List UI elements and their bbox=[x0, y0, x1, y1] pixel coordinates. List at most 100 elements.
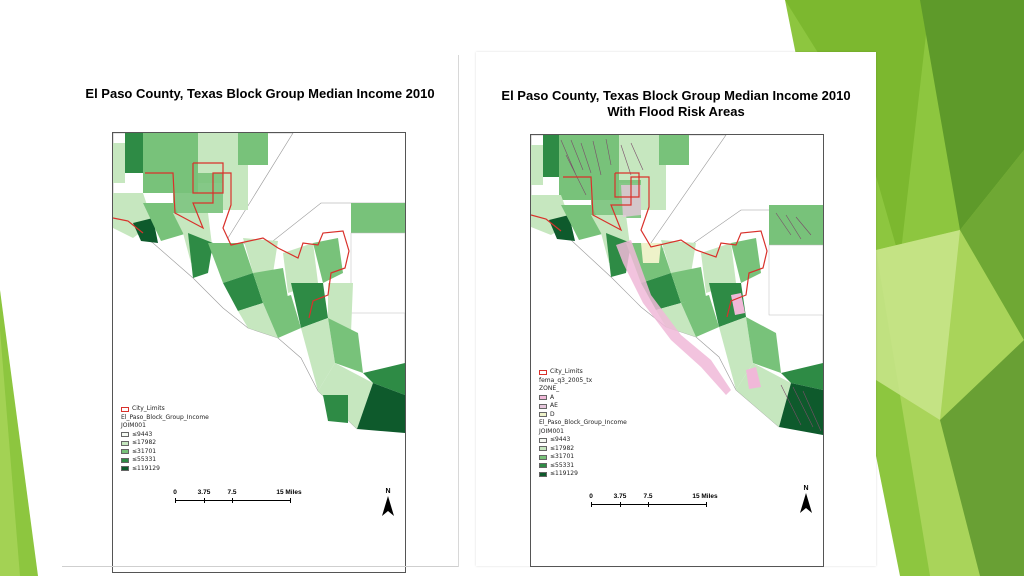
flood-zone-a-2 bbox=[731, 293, 745, 315]
block-group-north-5 bbox=[531, 145, 543, 185]
scale-label-3-75: 3.75 bbox=[613, 493, 627, 500]
scale-tick bbox=[232, 498, 233, 503]
legend-zone-d: D bbox=[539, 411, 627, 420]
legend-swatch bbox=[539, 437, 547, 443]
legend-label: JOIM001 bbox=[121, 422, 146, 429]
block-group-south-5 bbox=[357, 383, 405, 433]
legend-label: City_Limits bbox=[550, 368, 583, 375]
city-limits-swatch bbox=[121, 406, 129, 412]
scale-tick bbox=[175, 498, 176, 503]
legend-label: ≤17982 bbox=[132, 439, 157, 446]
legend-label: ≤55331 bbox=[132, 456, 157, 463]
legend-label: ≤9443 bbox=[550, 436, 571, 443]
block-group-west-2 bbox=[549, 215, 575, 241]
left-map-panel: El Paso County, Texas Block Group Median… bbox=[62, 55, 459, 573]
city-limits-line-north bbox=[614, 172, 640, 198]
drainage-lines-east bbox=[775, 212, 822, 432]
north-arrow-icon bbox=[382, 496, 394, 516]
left-map-graphic bbox=[113, 133, 405, 433]
block-group-central-1 bbox=[208, 243, 253, 283]
scale-tick bbox=[204, 498, 205, 503]
legend-swatch bbox=[539, 471, 547, 477]
north-arrow-icon bbox=[800, 493, 812, 513]
legend-swatch bbox=[539, 454, 547, 460]
legend-class-2: ≤17982 bbox=[539, 445, 627, 454]
legend-label: ≤119129 bbox=[550, 470, 578, 477]
block-group-central-8 bbox=[291, 283, 328, 328]
legend-zone-field: ZONE_ bbox=[539, 385, 627, 394]
legend-label: El_Paso_Block_Group_Income bbox=[539, 419, 627, 426]
city-limits-line-west bbox=[113, 217, 144, 234]
legend-city-limits: City_Limits bbox=[539, 368, 627, 377]
drainage-lines-north bbox=[560, 138, 644, 196]
legend-flood-layer-name: fema_q3_2005_tx bbox=[539, 377, 627, 386]
legend-label: City_Limits bbox=[132, 405, 165, 412]
green-facet-right-3 bbox=[920, 0, 1024, 230]
block-group-west-3 bbox=[561, 205, 606, 240]
legend-class-1: ≤9443 bbox=[539, 436, 627, 445]
scale-label-0: 0 bbox=[589, 493, 593, 500]
legend-zone-a: A bbox=[539, 394, 627, 403]
flood-zone-a-1 bbox=[616, 240, 731, 395]
green-facet-right-5 bbox=[876, 230, 960, 420]
block-group-west-2 bbox=[133, 218, 158, 243]
legend-label: ≤17982 bbox=[550, 444, 575, 452]
block-group-north-3 bbox=[659, 135, 689, 165]
block-group-south-5 bbox=[779, 383, 823, 435]
legend-label: JOIM001 bbox=[539, 427, 564, 435]
block-group-central-7 bbox=[681, 295, 719, 337]
legend-layer-name: El_Paso_Block_Group_Income bbox=[539, 419, 627, 428]
legend-swatch bbox=[539, 446, 547, 452]
left-map-frame: City_Limits El_Paso_Block_Group_Income J… bbox=[112, 132, 406, 573]
right-scale-bar: 0 3.75 7.5 15 Miles bbox=[589, 493, 718, 513]
legend-class-3: ≤31701 bbox=[121, 448, 209, 457]
block-group-central-6 bbox=[656, 303, 696, 337]
legend-field-name: JOIM001 bbox=[121, 422, 209, 431]
block-group-south-2 bbox=[328, 318, 363, 373]
scale-label-15-miles: 15 Miles bbox=[276, 489, 302, 496]
block-group-west-5 bbox=[188, 233, 213, 278]
legend-label: ≤31701 bbox=[550, 453, 575, 460]
block-group-central-4 bbox=[253, 268, 288, 303]
legend-swatch bbox=[121, 466, 129, 472]
legend-class-4: ≤55331 bbox=[539, 462, 627, 471]
legend-label: ≤55331 bbox=[550, 461, 575, 469]
legend-class-3: ≤31701 bbox=[539, 453, 627, 462]
legend-class-2: ≤17982 bbox=[121, 439, 209, 448]
legend-label: AE bbox=[550, 402, 558, 409]
legend-label: D bbox=[550, 410, 555, 418]
block-group-central-7 bbox=[263, 295, 301, 338]
legend-field-name: JOIM001 bbox=[539, 428, 627, 437]
block-group-east-2 bbox=[768, 244, 823, 316]
scale-tick bbox=[648, 502, 649, 507]
legend-swatch bbox=[121, 432, 129, 438]
right-map-title: El Paso County, Texas Block Group Median… bbox=[501, 88, 851, 103]
block-group-south-6 bbox=[323, 395, 348, 423]
block-group-central-6 bbox=[238, 303, 278, 338]
scale-label-3-75: 3.75 bbox=[197, 489, 211, 496]
block-group-south-4 bbox=[363, 363, 405, 395]
legend-label: ZONE_ bbox=[539, 385, 560, 392]
legend-label: A bbox=[550, 393, 555, 401]
green-facet-right-2 bbox=[785, 0, 930, 260]
right-map-legend: City_Limits fema_q3_2005_tx ZONE_ A AE D… bbox=[539, 368, 627, 479]
green-facet-right-7 bbox=[940, 340, 1024, 576]
legend-layer-name: El_Paso_Block_Group_Income bbox=[121, 414, 209, 423]
scale-label-7-5: 7.5 bbox=[227, 489, 237, 496]
scale-tick bbox=[620, 502, 621, 507]
block-group-south-1 bbox=[301, 318, 335, 391]
legend-label: ≤119129 bbox=[132, 464, 160, 472]
flood-zone-d-1 bbox=[641, 243, 661, 263]
legend-swatch bbox=[121, 457, 129, 463]
legend-swatch bbox=[121, 449, 129, 455]
block-group-south-1 bbox=[719, 317, 753, 390]
block-group-central-3 bbox=[223, 273, 263, 311]
block-group-south-4 bbox=[781, 363, 823, 390]
left-map-legend: City_Limits El_Paso_Block_Group_Income J… bbox=[121, 405, 209, 473]
block-group-west-3 bbox=[143, 203, 188, 241]
right-map-frame: City_Limits fema_q3_2005_tx ZONE_ A AE D… bbox=[530, 134, 824, 567]
legend-zone-ae: AE bbox=[539, 402, 627, 411]
north-label: N bbox=[385, 488, 391, 495]
left-north-arrow: N bbox=[378, 488, 398, 518]
block-group-central-2 bbox=[243, 238, 278, 273]
